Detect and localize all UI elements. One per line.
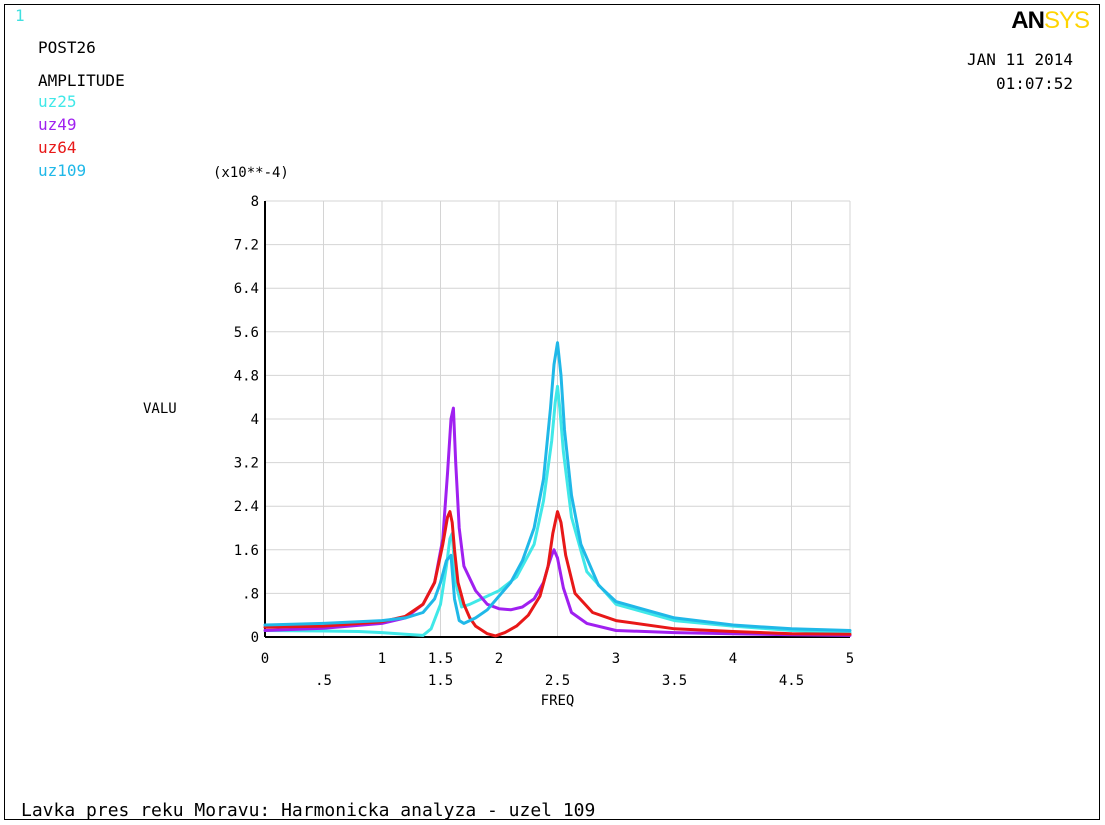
y-tick-label: 7.2 [234, 238, 259, 254]
x-tick-label: 3.5 [662, 673, 687, 689]
x-tick-label: 1.5 [428, 651, 453, 667]
window-number: 1 [15, 6, 25, 25]
y-tick-label: 5.6 [234, 325, 259, 341]
logo-light: SYS [1043, 7, 1090, 34]
x-tick-label: 0 [261, 651, 269, 667]
y-multiplier-label: (x10**-4) [213, 165, 289, 181]
legend-item-uz49: uz49 [38, 115, 77, 134]
y-tick-label: 4 [251, 412, 259, 428]
module-label: POST26 [38, 38, 96, 57]
x-tick-label: .5 [315, 673, 332, 689]
series-line-uz109 [263, 341, 852, 632]
quantity-label: AMPLITUDE [38, 71, 125, 90]
x-tick-label: 2 [495, 651, 503, 667]
x-axis-title: FREQ [541, 693, 575, 709]
plot-window: 1 POST26 AMPLITUDE uz25 uz49 uz64 uz109 ANS… [4, 4, 1100, 820]
series-line-uz25 [263, 384, 852, 637]
time-label: 01:07:52 [995, 74, 1073, 93]
x-tick-label: 2.5 [545, 673, 570, 689]
series-line-uz64 [263, 510, 852, 638]
legend-item-uz109: uz109 [38, 161, 87, 180]
x-tick-label: 4.5 [779, 673, 804, 689]
y-tick-label: 3.2 [234, 456, 259, 472]
x-tick-label: 4 [729, 651, 737, 667]
date-label: JAN 11 2014 [967, 50, 1073, 69]
legend-item-uz25: uz25 [38, 92, 77, 111]
x-tick-label: 5 [846, 651, 854, 667]
logo-bold: AN [1011, 7, 1045, 34]
y-tick-label: 0 [251, 630, 259, 646]
y-tick-label: 1.6 [234, 543, 259, 559]
x-tick-label: 1 [378, 651, 386, 667]
y-tick-label: 2.4 [234, 499, 259, 515]
footer-title: Lavka pres reku Moravu: Harmonicka analy… [21, 800, 596, 821]
y-tick-label: 4.8 [234, 368, 259, 384]
x-tick-label: 3 [612, 651, 620, 667]
y-tick-label: .8 [242, 586, 259, 602]
y-tick-label: 6.4 [234, 281, 259, 297]
y-axis-title: VALU [143, 401, 177, 417]
legend-item-uz64: uz64 [38, 138, 77, 157]
ansys-logo: ANSYS [1011, 7, 1090, 34]
chart-area: 0 .8 1.6 2.4 3.2 4 4.8 5.6 6.4 7.2 8 0 1 1.5 2 3 4 5 .5 1.5… [143, 165, 854, 709]
y-tick-label: 8 [251, 194, 259, 210]
x-tick-label: 1.5 [428, 673, 453, 689]
